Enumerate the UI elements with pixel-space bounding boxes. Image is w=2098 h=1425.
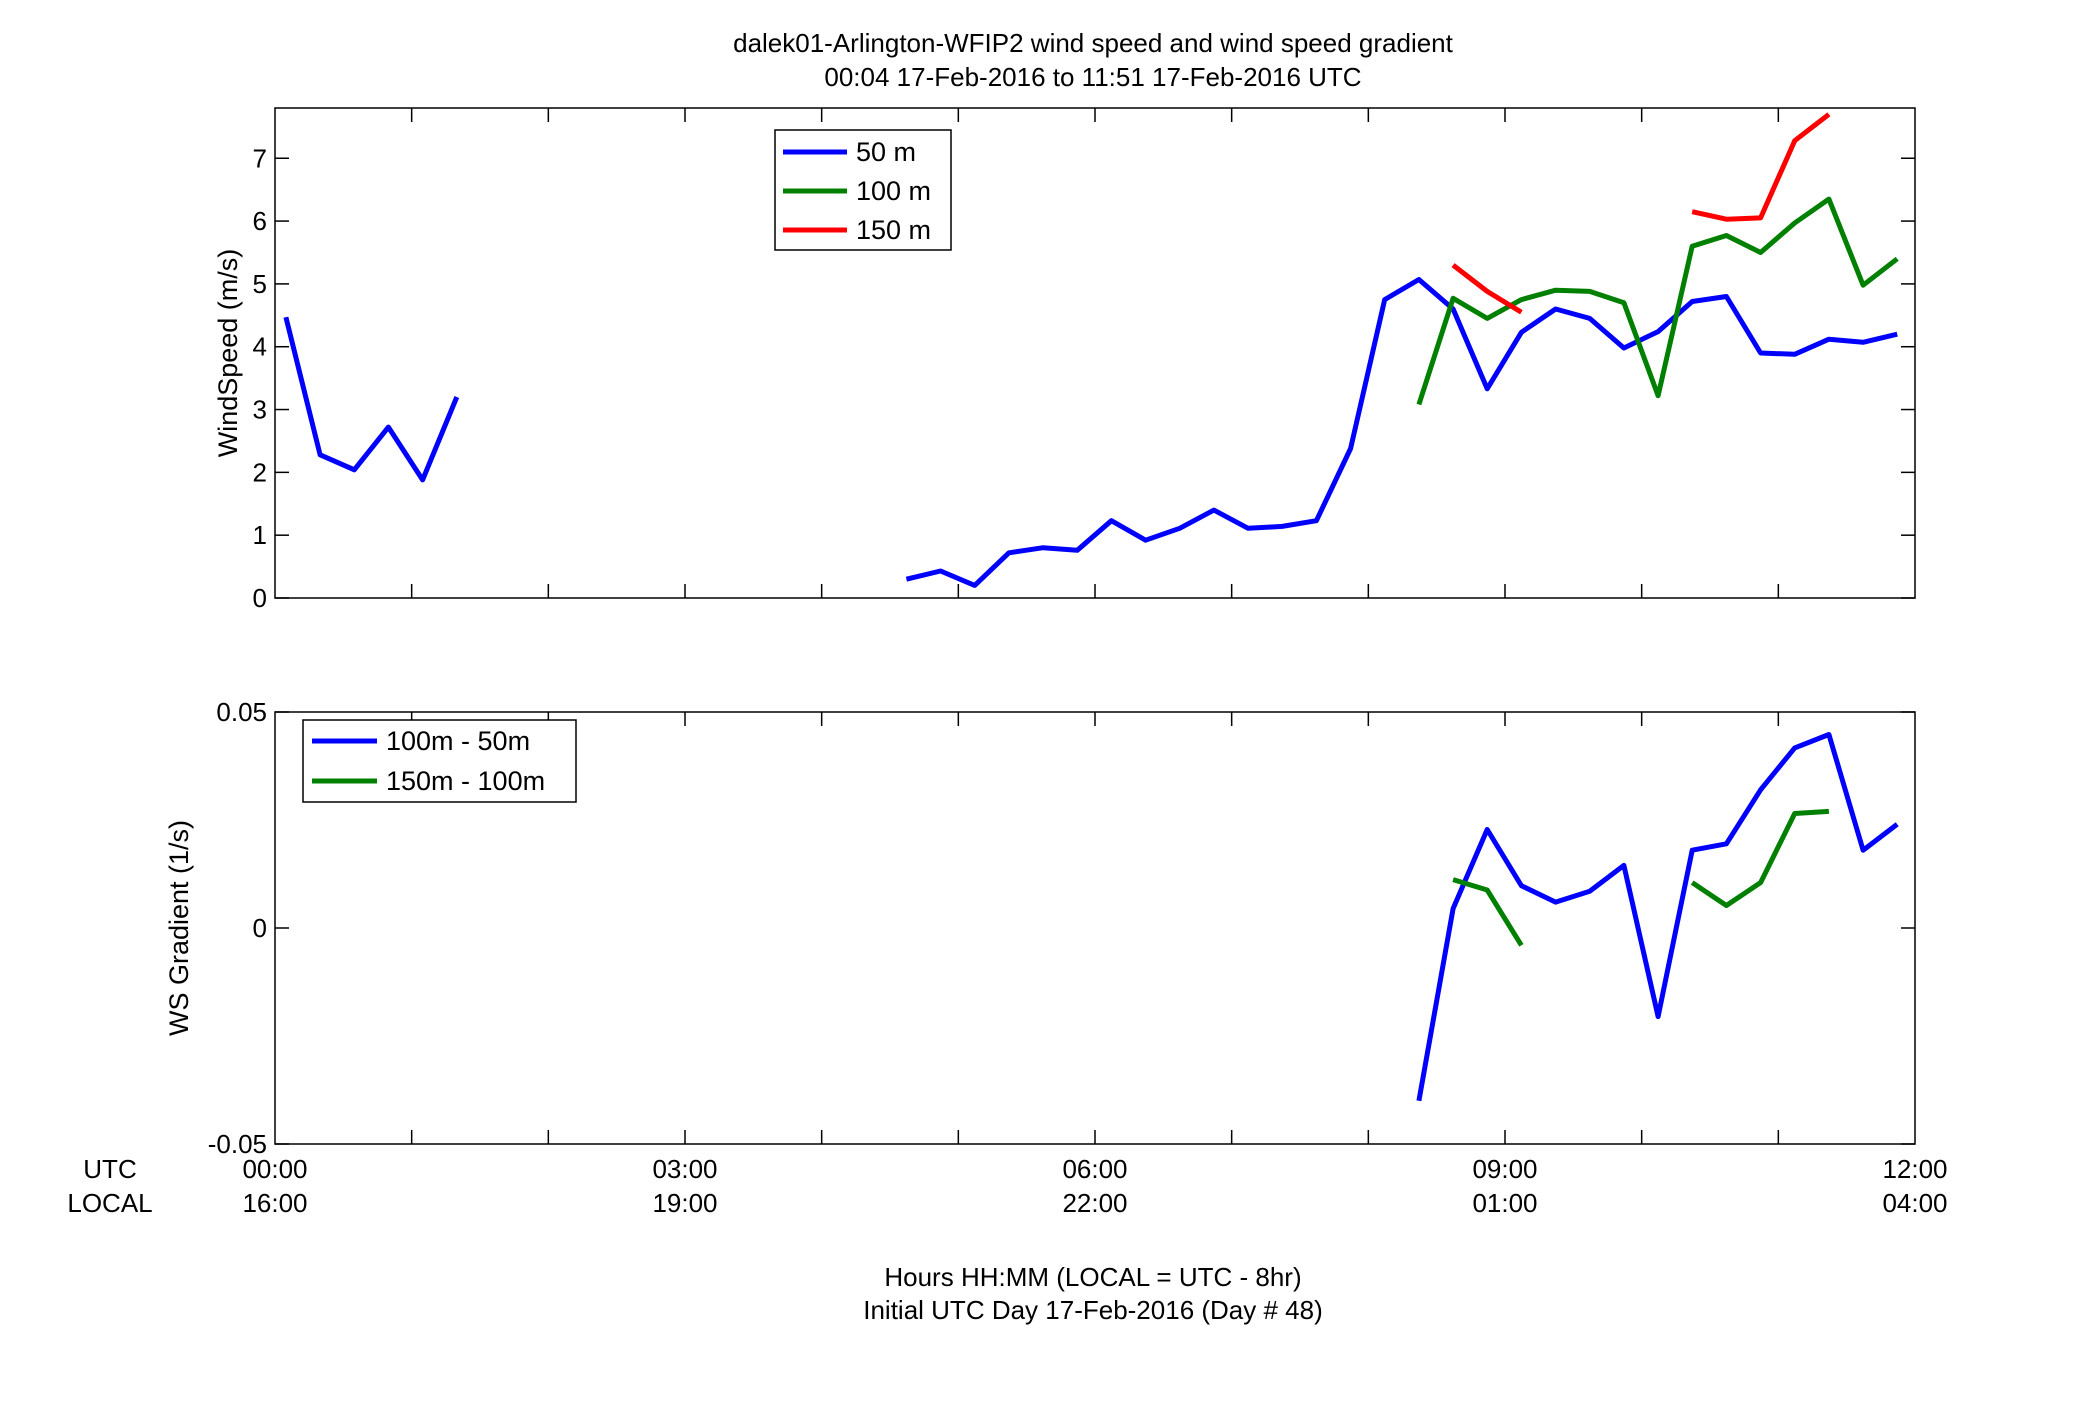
utc-tick-label: 12:00 [1882,1154,1947,1184]
legend-label-150m-100m: 150m - 100m [386,766,545,796]
legend-label-100m: 100 m [856,176,931,206]
windspeed-legend: 50 m 100 m 150 m [774,129,952,251]
local-tick-label: 01:00 [1472,1188,1537,1218]
gradient-series-0-segment-0 [1416,732,1899,1102]
windspeed-ticks: 0 1 2 3 4 5 6 7 [253,108,1915,613]
windspeed-ytick-label: 4 [253,332,267,362]
local-tick-label: 22:00 [1062,1188,1127,1218]
windspeed-ytick-label: 0 [253,583,267,613]
local-tick-label: 04:00 [1882,1188,1947,1218]
local-tick-label: 19:00 [652,1188,717,1218]
gradient-series [1416,732,1899,1102]
windspeed-series-0-segment-1 [905,277,1898,588]
windspeed-panel: 0 1 2 3 4 5 6 7 WindSpeed (m/s) 50 m 100 m 150 … [213,107,1916,613]
legend-label-150m: 150 m [856,215,931,245]
chart-subtitle: 00:04 17-Feb-2016 to 11:51 17-Feb-2016 U… [824,62,1361,92]
x-axis-sublabel: Initial UTC Day 17-Feb-2016 (Day # 48) [863,1295,1323,1325]
windspeed-ytick-label: 5 [253,269,267,299]
local-tick-label: 16:00 [242,1188,307,1218]
gradient-ytick-label: 0.05 [216,697,267,727]
chart-title: dalek01-Arlington-WFIP2 wind speed and w… [733,28,1454,58]
windspeed-ytick-label: 3 [253,395,267,425]
windspeed-series-0-segment-0 [283,316,460,483]
legend-label-100m-50m: 100m - 50m [386,726,530,756]
gradient-legend-box [302,719,577,803]
gradient-ticks: -0.05 0 0.05 [208,697,1915,1159]
legend-label-50m: 50 m [856,137,916,167]
windspeed-ytick-label: 1 [253,520,267,550]
gradient-legend: 100m - 50m 150m - 100m [302,719,577,803]
utc-row-label: UTC [83,1154,136,1184]
time-axis-labels: 00:00 16:00 03:00 19:00 06:00 22:00 09:00 01:00… [242,1154,1947,1218]
windspeed-series-2-segment-1 [1691,112,1831,222]
windspeed-ytick-label: 7 [253,143,267,173]
utc-tick-label: 09:00 [1472,1154,1537,1184]
windspeed-series [283,112,1899,588]
gradient-series-1-segment-0 [1452,877,1524,947]
gradient-ytick-label: -0.05 [208,1129,267,1159]
gradient-ytick-label: 0 [253,913,267,943]
windspeed-series-1-segment-0 [1416,196,1899,406]
utc-tick-label: 03:00 [652,1154,717,1184]
windspeed-y-axis-label: WindSpeed (m/s) [213,249,243,458]
gradient-panel: -0.05 0 0.05 WS Gradient (1/s) 100m - 50m … [164,697,1916,1159]
utc-tick-label: 00:00 [242,1154,307,1184]
local-row-label: LOCAL [67,1188,152,1218]
utc-tick-label: 06:00 [1062,1154,1127,1184]
gradient-y-axis-label: WS Gradient (1/s) [164,820,194,1036]
x-axis-label: Hours HH:MM (LOCAL = UTC - 8hr) [884,1262,1301,1292]
gradient-series-1-segment-1 [1690,808,1830,908]
windspeed-ytick-label: 6 [253,206,267,236]
windspeed-ytick-label: 2 [253,457,267,487]
windspeed-series-2-segment-0 [1451,263,1523,315]
